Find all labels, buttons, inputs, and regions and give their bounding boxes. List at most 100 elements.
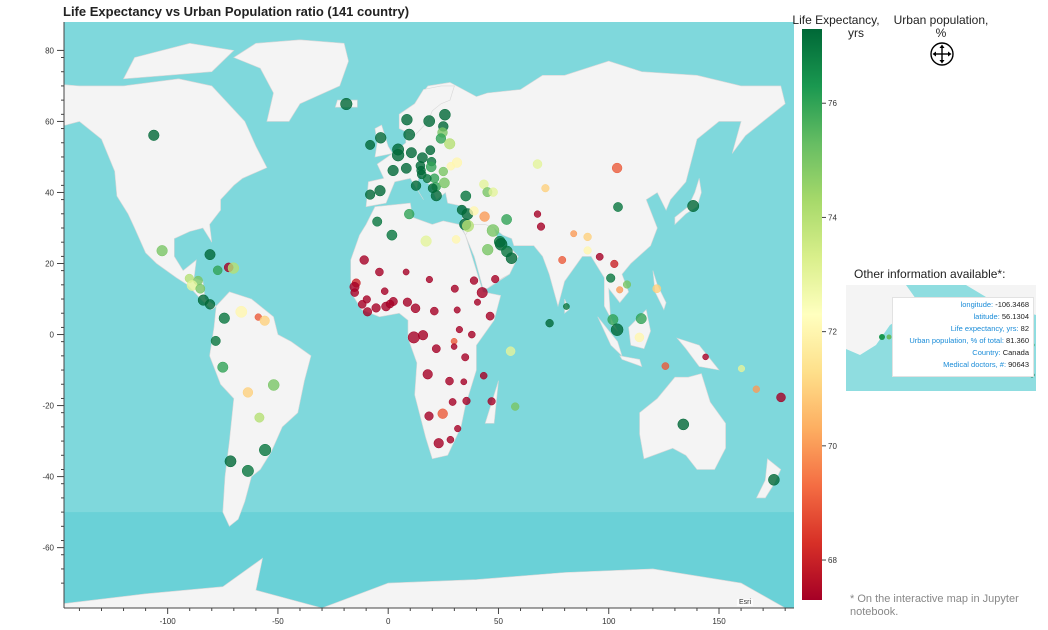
data-point[interactable] [156,245,168,257]
data-point[interactable] [468,330,476,339]
data-point[interactable] [386,229,398,241]
data-point[interactable] [430,190,442,202]
data-point[interactable] [372,216,383,227]
data-point[interactable] [437,408,448,419]
data-point[interactable] [613,202,623,212]
data-point[interactable] [423,115,436,127]
data-point[interactable] [365,189,376,200]
data-point[interactable] [687,200,700,212]
data-point[interactable] [402,297,412,307]
data-point[interactable] [461,353,470,362]
data-point[interactable] [677,418,690,431]
data-point[interactable] [610,323,624,336]
data-point[interactable] [388,297,398,306]
data-point[interactable] [652,284,662,294]
data-point[interactable] [536,222,546,231]
data-point[interactable] [410,303,421,314]
data-point[interactable] [460,378,468,386]
data-point[interactable] [267,379,280,391]
data-point[interactable] [241,464,254,477]
data-point[interactable] [217,361,229,373]
data-point[interactable] [362,307,373,317]
data-point[interactable] [148,129,160,141]
data-point[interactable] [439,108,451,121]
data-point[interactable] [422,369,433,380]
data-point[interactable] [204,249,216,261]
data-point[interactable] [622,280,632,289]
data-point[interactable] [505,252,518,264]
data-point[interactable] [195,283,206,294]
data-point[interactable] [235,305,248,318]
data-point[interactable] [212,265,223,276]
data-point[interactable] [430,306,439,316]
data-point[interactable] [462,396,471,405]
data-point[interactable] [403,128,416,141]
data-point[interactable] [387,164,399,177]
data-point[interactable] [570,230,578,238]
data-point[interactable] [479,371,488,380]
data-point[interactable] [425,161,437,173]
data-point[interactable] [400,162,412,174]
data-point[interactable] [451,235,461,244]
data-point[interactable] [611,162,623,174]
data-point[interactable] [446,435,455,444]
data-point[interactable] [425,275,433,284]
data-point[interactable] [460,190,472,202]
data-point[interactable] [407,331,420,344]
data-point[interactable] [435,133,447,144]
data-points[interactable] [148,97,786,486]
data-point[interactable] [450,284,459,293]
data-point[interactable] [488,187,498,197]
data-point[interactable] [365,139,376,150]
data-point[interactable] [357,300,367,309]
data-point[interactable] [616,286,624,294]
data-point[interactable] [448,398,457,406]
data-point[interactable] [204,299,216,310]
data-point[interactable] [242,387,254,398]
data-point[interactable] [410,180,422,191]
data-point[interactable] [474,298,481,306]
data-point[interactable] [439,177,450,189]
data-point[interactable] [532,159,543,169]
data-point[interactable] [446,161,456,171]
data-point[interactable] [702,353,709,361]
data-point[interactable] [511,402,520,411]
data-point[interactable] [259,443,272,457]
data-point[interactable] [401,114,413,126]
data-point[interactable] [505,346,516,356]
data-point[interactable] [752,385,760,393]
data-point[interactable] [375,267,384,277]
data-point[interactable] [501,214,512,225]
data-point[interactable] [380,287,389,295]
data-point[interactable] [404,208,415,220]
data-point[interactable] [634,332,645,343]
data-point[interactable] [444,138,456,150]
data-point[interactable] [359,255,369,265]
data-point[interactable] [545,319,554,328]
data-point[interactable] [768,474,780,486]
data-point[interactable] [402,268,410,276]
data-point[interactable] [482,244,494,256]
data-point[interactable] [558,256,567,264]
data-point[interactable] [417,152,428,164]
data-point[interactable] [431,344,441,354]
data-point[interactable] [606,273,616,283]
data-point[interactable] [583,232,592,242]
data-point[interactable] [445,376,454,386]
data-point[interactable] [405,147,417,159]
data-point[interactable] [424,411,434,421]
data-point[interactable] [469,206,479,216]
data-point[interactable] [391,149,405,162]
data-point[interactable] [462,219,474,232]
data-point[interactable] [583,246,592,255]
data-point[interactable] [595,252,604,261]
data-point[interactable] [450,343,458,350]
data-point[interactable] [476,287,488,299]
data-point[interactable] [350,288,359,297]
data-point[interactable] [533,210,542,218]
data-point[interactable] [455,326,463,334]
data-point[interactable] [486,224,500,237]
data-point[interactable] [422,174,432,184]
data-point[interactable] [420,235,432,247]
